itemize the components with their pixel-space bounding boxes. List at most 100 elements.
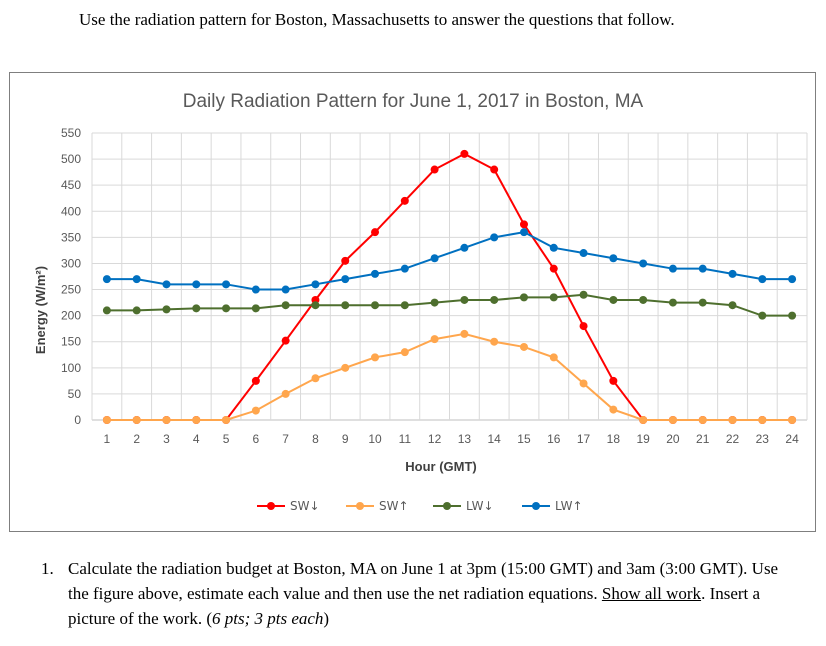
- y-tick-label: 150: [61, 335, 81, 349]
- data-point: [519, 220, 528, 229]
- x-tick-label: 24: [785, 432, 799, 446]
- data-point: [788, 275, 797, 284]
- question-text-cont: . Insert a picture of the work. (: [68, 584, 761, 628]
- x-tick-label: 11: [399, 432, 412, 446]
- x-tick-label: 14: [488, 432, 502, 446]
- x-tick-label: 18: [607, 432, 621, 446]
- data-point: [758, 416, 767, 424]
- data-point: [311, 301, 320, 310]
- data-point: [281, 336, 290, 345]
- series-line-1: [106, 332, 793, 421]
- question-text: Calculate the radiation budget at Boston…: [68, 559, 779, 603]
- x-tick-label: 21: [696, 432, 710, 446]
- x-tick-label: 13: [458, 432, 472, 446]
- data-point: [788, 311, 797, 320]
- data-point: [222, 304, 231, 313]
- data-point: [490, 233, 499, 242]
- x-tick-label: 9: [342, 432, 349, 446]
- x-tick-label: 2: [133, 432, 140, 446]
- data-point: [162, 305, 171, 314]
- data-point: [341, 275, 350, 284]
- x-tick-label: 7: [282, 432, 289, 446]
- data-point: [490, 295, 499, 304]
- data-point: [609, 295, 618, 304]
- legend-marker: [443, 502, 451, 510]
- data-point: [251, 406, 260, 415]
- data-point: [132, 306, 141, 315]
- data-point: [549, 243, 558, 252]
- data-point: [400, 301, 409, 310]
- data-point: [609, 376, 618, 385]
- data-point: [490, 165, 499, 174]
- data-point: [639, 295, 648, 304]
- data-point: [281, 301, 290, 310]
- y-tick-label: 50: [68, 387, 82, 401]
- data-point: [311, 374, 320, 383]
- data-point: [311, 280, 320, 289]
- data-point: [698, 416, 707, 424]
- y-tick-label: 200: [61, 309, 81, 323]
- x-tick-label: 6: [253, 432, 260, 446]
- x-tick-label: 17: [577, 432, 591, 446]
- y-tick-label: 350: [61, 230, 81, 244]
- legend-label: SW↓: [290, 499, 320, 513]
- series-2: [102, 290, 797, 320]
- data-point: [460, 329, 469, 338]
- y-axis-label: Energy (W/m²): [33, 266, 48, 354]
- data-point: [102, 416, 111, 424]
- legend-label: LW↑: [555, 499, 583, 513]
- data-point: [400, 196, 409, 205]
- data-point: [281, 285, 290, 294]
- data-point: [251, 285, 260, 294]
- x-tick-label: 23: [756, 432, 770, 446]
- data-point: [192, 416, 201, 424]
- data-point: [519, 228, 528, 237]
- question-number: 1.: [41, 559, 54, 578]
- data-point: [102, 306, 111, 315]
- data-point: [251, 376, 260, 385]
- data-point: [400, 348, 409, 357]
- data-point: [132, 275, 141, 284]
- data-point: [400, 264, 409, 273]
- data-point: [102, 275, 111, 284]
- data-point: [430, 165, 439, 174]
- data-point: [281, 389, 290, 398]
- data-point: [758, 311, 767, 320]
- data-point: [460, 243, 469, 252]
- data-point: [371, 228, 380, 237]
- y-tick-label: 100: [61, 361, 81, 375]
- x-tick-label: 22: [726, 432, 740, 446]
- legend-label: LW↓: [466, 499, 494, 513]
- data-point: [698, 264, 707, 273]
- data-point: [519, 342, 528, 351]
- data-point: [341, 256, 350, 265]
- question-body: Calculate the radiation budget at Boston…: [68, 556, 788, 631]
- y-tick-label: 550: [61, 126, 81, 140]
- y-tick-label: 250: [61, 283, 81, 297]
- data-point: [371, 353, 380, 362]
- data-point: [579, 249, 588, 258]
- data-point: [609, 254, 618, 263]
- data-point: [430, 254, 439, 263]
- x-tick-label: 4: [193, 432, 200, 446]
- data-point: [549, 353, 558, 362]
- legend-marker: [356, 502, 364, 510]
- data-point: [251, 304, 260, 313]
- data-point: [668, 298, 677, 307]
- y-tick-label: 0: [74, 413, 81, 427]
- data-point: [668, 264, 677, 273]
- series-line-2: [106, 293, 793, 317]
- intro-text: Use the radiation pattern for Boston, Ma…: [79, 10, 675, 29]
- x-tick-label: 16: [547, 432, 561, 446]
- data-point: [698, 298, 707, 307]
- data-point: [579, 290, 588, 299]
- data-point: [728, 301, 737, 310]
- data-point: [460, 295, 469, 304]
- data-point: [460, 149, 469, 158]
- chart-title: Daily Radiation Pattern for June 1, 2017…: [183, 91, 644, 112]
- chart-legend: SW↓ SW↑ LW↓ LW↑: [257, 499, 583, 513]
- x-tick-label: 8: [312, 432, 319, 446]
- y-tick-label: 300: [61, 256, 81, 270]
